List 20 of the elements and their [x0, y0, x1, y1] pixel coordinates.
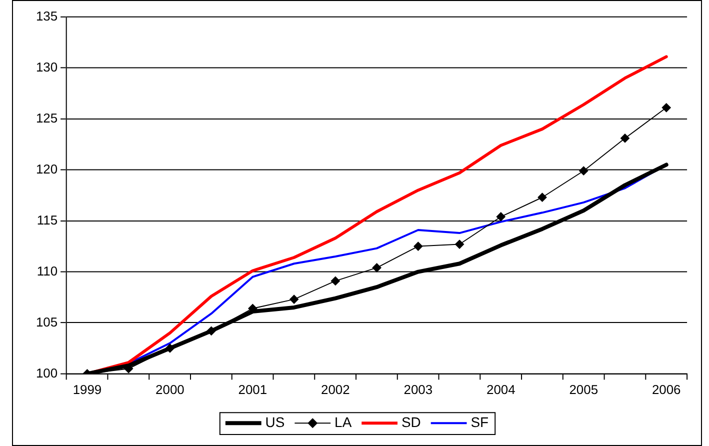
x-tick-label: 2001	[238, 382, 268, 398]
y-tick-label: 135	[36, 8, 58, 24]
legend-label: SF	[470, 414, 489, 430]
x-tick-label: 1999	[72, 382, 102, 398]
y-tick-label: 115	[36, 212, 58, 228]
x-tick-label: 2004	[486, 382, 516, 398]
y-tick-label: 130	[36, 59, 58, 74]
x-tick-label: 2005	[569, 382, 598, 398]
x-tick-label: 2006	[652, 382, 681, 398]
y-tick-label: 120	[36, 161, 58, 176]
y-tick-label: 125	[36, 110, 58, 126]
x-tick-label: 2000	[156, 382, 184, 398]
x-tick-label: 2002	[321, 382, 350, 398]
legend-label: US	[265, 414, 285, 430]
y-tick-label: 100	[36, 365, 58, 380]
y-tick-label: 110	[36, 263, 58, 278]
y-tick-label: 105	[36, 314, 58, 330]
x-tick-label: 2003	[404, 382, 433, 398]
legend-label: LA	[334, 414, 352, 430]
legend-label: SD	[401, 414, 421, 430]
